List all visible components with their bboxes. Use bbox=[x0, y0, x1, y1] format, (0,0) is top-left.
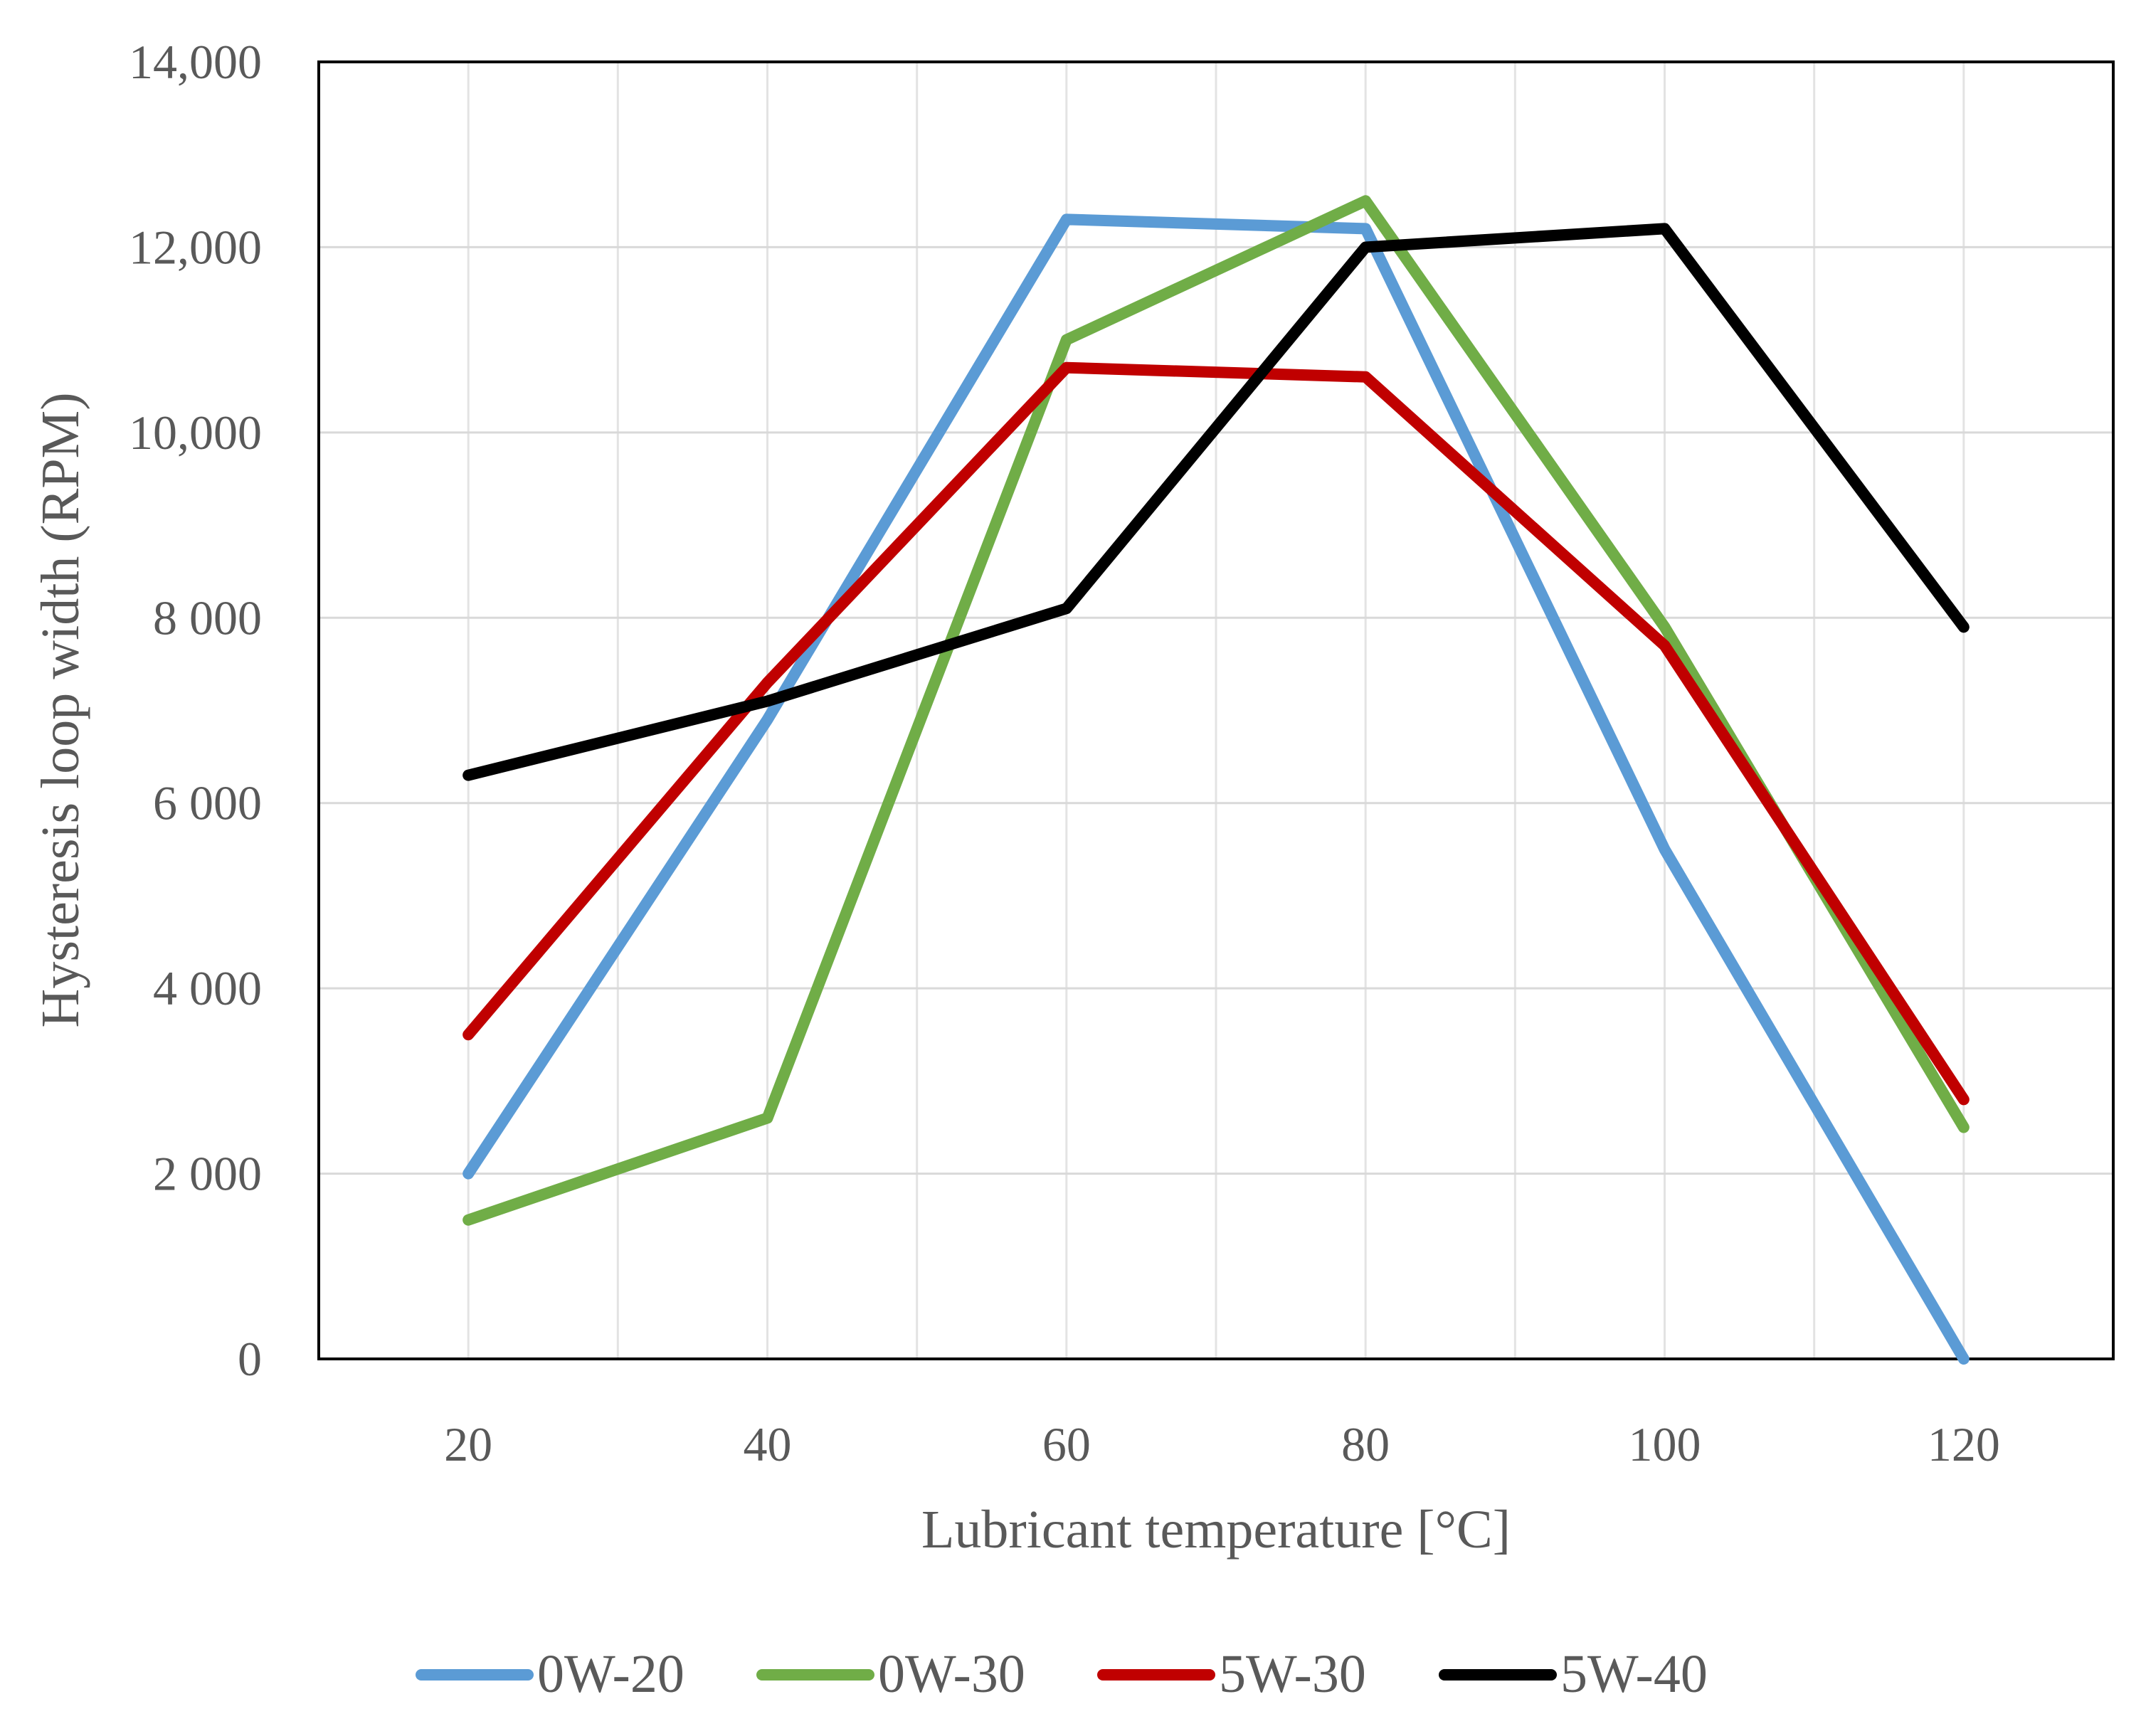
x-tick-label: 40 bbox=[744, 1417, 792, 1471]
y-tick-label: 8 000 bbox=[153, 591, 262, 645]
series-line-5w-30 bbox=[462, 361, 1970, 1106]
y-tick-label: 10,000 bbox=[129, 406, 262, 460]
x-axis-ticks: 20 40 60 80 100 120 bbox=[444, 1417, 2000, 1471]
legend-label-5w-40: 5W-40 bbox=[1560, 1644, 1708, 1704]
y-axis-ticks: 0 2 000 4 000 6 000 8 000 10,000 12,000 14,000 bbox=[129, 35, 262, 1386]
series-line-5w-40 bbox=[462, 223, 1970, 781]
x-tick-label: 120 bbox=[1928, 1417, 2000, 1471]
y-axis-title: Hysteresis loop width (RPM) bbox=[31, 393, 90, 1028]
series-line-0w-30 bbox=[462, 195, 1970, 1226]
x-tick-label: 80 bbox=[1341, 1417, 1390, 1471]
x-tick-label: 20 bbox=[444, 1417, 492, 1471]
y-tick-label: 12,000 bbox=[129, 220, 262, 274]
y-tick-label: 2 000 bbox=[153, 1147, 262, 1201]
x-axis-title: Lubricant temperature [°C] bbox=[921, 1500, 1511, 1560]
y-tick-label: 14,000 bbox=[129, 35, 262, 89]
legend-label-0w-30: 0W-30 bbox=[878, 1644, 1025, 1704]
series-lines bbox=[462, 195, 1970, 1365]
legend-label-5w-30: 5W-30 bbox=[1219, 1644, 1366, 1704]
legend-label-0w-20: 0W-20 bbox=[537, 1644, 684, 1704]
x-tick-label: 100 bbox=[1629, 1417, 1701, 1471]
y-tick-label: 0 bbox=[238, 1332, 262, 1386]
y-tick-label: 6 000 bbox=[153, 776, 262, 830]
y-tick-label: 4 000 bbox=[153, 961, 262, 1015]
series-line-0w-20 bbox=[462, 213, 1970, 1365]
legend: 0W-20 0W-30 5W-30 5W-40 bbox=[416, 1644, 1708, 1704]
plot-area-border bbox=[317, 60, 2115, 1360]
x-tick-label: 60 bbox=[1042, 1417, 1091, 1471]
